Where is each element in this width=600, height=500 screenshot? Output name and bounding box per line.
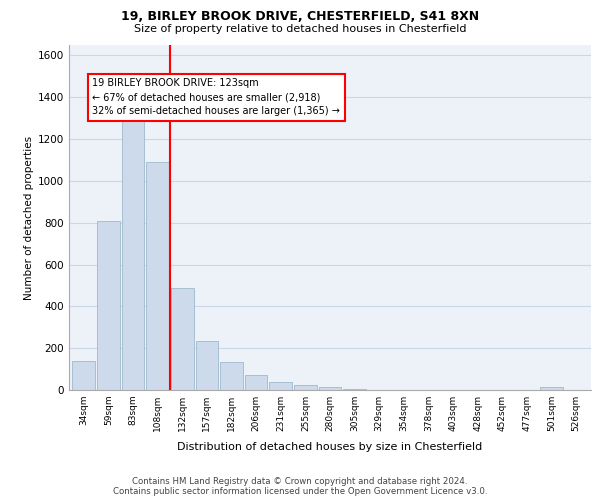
Bar xyxy=(122,118,145,390)
Bar xyxy=(220,362,243,390)
Bar xyxy=(269,382,292,390)
Bar xyxy=(343,389,366,390)
Bar xyxy=(319,388,341,390)
Text: 19 BIRLEY BROOK DRIVE: 123sqm
← 67% of detached houses are smaller (2,918)
32% o: 19 BIRLEY BROOK DRIVE: 123sqm ← 67% of d… xyxy=(92,78,340,116)
Bar xyxy=(245,376,268,390)
Text: Size of property relative to detached houses in Chesterfield: Size of property relative to detached ho… xyxy=(134,24,466,34)
Text: Contains HM Land Registry data © Crown copyright and database right 2024.
Contai: Contains HM Land Registry data © Crown c… xyxy=(113,476,487,496)
Bar xyxy=(97,220,120,390)
X-axis label: Distribution of detached houses by size in Chesterfield: Distribution of detached houses by size … xyxy=(178,442,482,452)
Y-axis label: Number of detached properties: Number of detached properties xyxy=(24,136,34,300)
Bar xyxy=(171,288,194,390)
Bar xyxy=(294,385,317,390)
Bar xyxy=(73,360,95,390)
Text: 19, BIRLEY BROOK DRIVE, CHESTERFIELD, S41 8XN: 19, BIRLEY BROOK DRIVE, CHESTERFIELD, S4… xyxy=(121,10,479,23)
Bar xyxy=(540,388,563,390)
Bar xyxy=(146,162,169,390)
Bar xyxy=(196,341,218,390)
